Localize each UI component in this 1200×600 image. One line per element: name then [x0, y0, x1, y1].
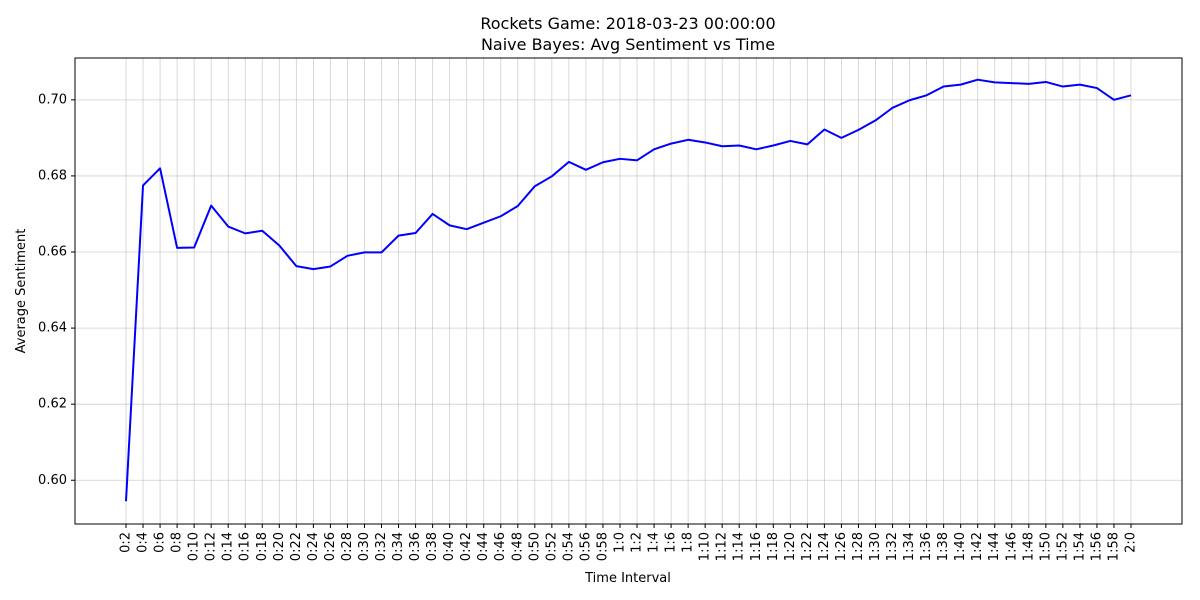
x-tick-label: 0:58 — [595, 532, 610, 561]
x-tick-label: 0:54 — [561, 532, 576, 561]
x-tick-label: 0:10 — [187, 532, 202, 561]
x-tick-label: 1:16 — [749, 532, 764, 561]
x-tick-label: 1:28 — [851, 532, 866, 561]
x-tick-label: 0:36 — [408, 532, 423, 561]
x-tick-label: 1:46 — [1004, 532, 1019, 561]
x-tick-label: 1:18 — [766, 532, 781, 561]
x-tick-label: 1:42 — [970, 532, 985, 561]
x-tick-label: 1:52 — [1055, 532, 1070, 561]
x-tick-label: 1:20 — [783, 532, 798, 561]
x-tick-label: 1:0 — [612, 532, 627, 553]
x-tick-label: 1:4 — [647, 532, 662, 553]
x-tick-label: 0:28 — [340, 532, 355, 561]
x-tick-label: 1:10 — [698, 532, 713, 561]
y-tick-label: 0.68 — [38, 168, 67, 183]
x-tick-label: 1:34 — [902, 532, 917, 561]
x-tick-label: 1:36 — [919, 532, 934, 561]
x-tick-label: 1:48 — [1021, 532, 1036, 561]
x-tick-label: 1:58 — [1106, 532, 1121, 561]
x-tick-label: 1:50 — [1038, 532, 1053, 561]
x-tick-label: 0:44 — [476, 532, 491, 561]
chart-title: Rockets Game: 2018-03-23 00:00:00 — [480, 14, 775, 33]
x-tick-label: 0:6 — [153, 532, 168, 553]
x-tick-label: 0:30 — [357, 532, 372, 561]
x-tick-label: 0:46 — [493, 532, 508, 561]
x-tick-label: 2:0 — [1124, 532, 1139, 553]
x-tick-label: 1:54 — [1072, 532, 1087, 561]
y-tick-label: 0.62 — [38, 397, 67, 412]
x-tick-label: 0:48 — [510, 532, 525, 561]
x-tick-label: 1:56 — [1089, 532, 1104, 561]
x-tick-label: 0:14 — [221, 532, 236, 561]
x-tick-label: 0:42 — [459, 532, 474, 561]
x-tick-label: 0:20 — [272, 532, 287, 561]
x-tick-label: 1:12 — [715, 532, 730, 561]
plot-frame — [74, 57, 1183, 525]
x-tick-label: 1:26 — [834, 532, 849, 561]
chart-subtitle: Naive Bayes: Avg Sentiment vs Time — [481, 35, 775, 54]
x-tick-label: 0:16 — [238, 532, 253, 561]
x-tick-label: 1:22 — [800, 532, 815, 561]
x-tick-label: 1:32 — [885, 532, 900, 561]
x-tick-label: 1:30 — [868, 532, 883, 561]
y-axis-label: Average Sentiment — [14, 229, 29, 354]
series-layer — [125, 78, 1132, 502]
y-tick-label: 0.66 — [38, 245, 67, 260]
x-tick-label: 1:14 — [732, 532, 747, 561]
x-tick-label: 0:8 — [170, 532, 185, 553]
x-tick-label: 1:8 — [681, 532, 696, 553]
x-tick-label: 0:12 — [204, 532, 219, 561]
x-tick-label: 1:24 — [817, 532, 832, 561]
sentiment-series-line — [125, 78, 1132, 502]
x-tick-label: 0:56 — [578, 532, 593, 561]
x-tick-label: 0:34 — [391, 532, 406, 561]
y-tick-label: 0.64 — [38, 321, 67, 336]
x-tick-label: 0:38 — [425, 532, 440, 561]
x-tick-label: 1:38 — [936, 532, 951, 561]
x-tick-label: 0:50 — [527, 532, 542, 561]
x-tick-label: 0:2 — [119, 532, 134, 553]
x-tick-label: 1:2 — [630, 532, 645, 553]
y-tick-label: 0.70 — [38, 92, 67, 107]
y-tick-label: 0.60 — [38, 473, 67, 488]
x-tick-label: 1:40 — [953, 532, 968, 561]
x-tick-label: 0:22 — [289, 532, 304, 561]
x-tick-label: 0:40 — [442, 532, 457, 561]
x-tick-label: 0:26 — [323, 532, 338, 561]
x-axis-label: Time Interval — [584, 571, 671, 586]
x-tick-label: 0:18 — [255, 532, 270, 561]
axis-ticks: 0:2 0:4 0:6 0:8 0:10 0:12 0:14 0:16 0:18 0:20 0:22… — [38, 92, 1138, 561]
x-tick-label: 0:52 — [544, 532, 559, 561]
x-tick-label: 1:6 — [664, 532, 679, 553]
x-tick-label: 0:4 — [136, 532, 151, 553]
x-tick-label: 0:32 — [374, 532, 389, 561]
x-tick-label: 1:44 — [987, 532, 1002, 561]
x-tick-label: 0:24 — [306, 532, 321, 561]
grid-lines — [75, 58, 1182, 524]
